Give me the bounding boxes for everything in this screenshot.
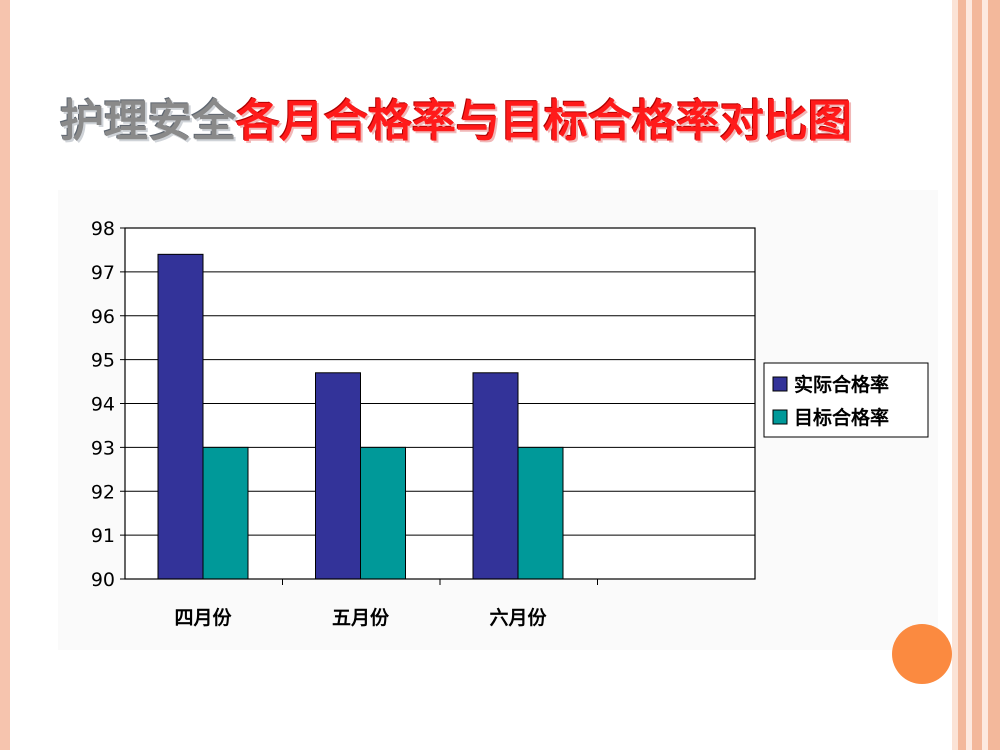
y-tick-label: 95 xyxy=(91,350,115,372)
left-border-stripe xyxy=(0,0,10,750)
legend-swatch xyxy=(772,409,788,425)
legend-box xyxy=(763,362,929,438)
y-tick-label: 98 xyxy=(91,218,115,240)
slide-title-main: 各月合格率与目标合格率对比图 xyxy=(236,96,852,147)
bar-target xyxy=(202,446,249,580)
y-tick-label: 91 xyxy=(91,525,115,547)
x-tick-label: 五月份 xyxy=(332,606,390,629)
bar-target xyxy=(360,446,406,580)
bar-actual xyxy=(472,372,519,580)
x-axis-tick-labels: 四月份 五月份 六月份 xyxy=(174,606,547,629)
slide-title: 护理安全各月合格率与目标合格率对比图 xyxy=(60,92,940,152)
legend-label: 实际合格率 xyxy=(794,373,889,396)
bars xyxy=(157,253,564,580)
bar-actual xyxy=(315,372,361,580)
y-tick-label: 96 xyxy=(91,306,115,328)
axes xyxy=(120,227,756,585)
right-border-stripes xyxy=(952,0,1000,750)
y-tick-label: 92 xyxy=(91,481,115,503)
y-tick-label: 93 xyxy=(91,437,115,459)
x-tick-label: 六月份 xyxy=(489,606,547,629)
y-tick-label: 90 xyxy=(91,569,115,591)
plot-border xyxy=(124,227,756,580)
legend-label: 目标合格率 xyxy=(794,406,889,429)
y-tick-label: 94 xyxy=(91,394,115,416)
y-tick-label: 97 xyxy=(91,262,115,284)
bar-target xyxy=(517,446,564,580)
x-tick-label: 四月份 xyxy=(174,606,232,629)
decorative-orange-dot xyxy=(892,624,952,684)
y-axis-tick-labels: 98 97 96 95 94 93 92 91 90 xyxy=(91,218,115,591)
slide-title-prefix: 护理安全 xyxy=(60,96,236,147)
bar-actual xyxy=(157,253,204,580)
legend-swatch xyxy=(772,376,788,392)
chart-area: 98 97 96 95 94 93 92 91 90 四月份 五月份 六月份 实际合格率目标合格率 xyxy=(58,190,938,650)
